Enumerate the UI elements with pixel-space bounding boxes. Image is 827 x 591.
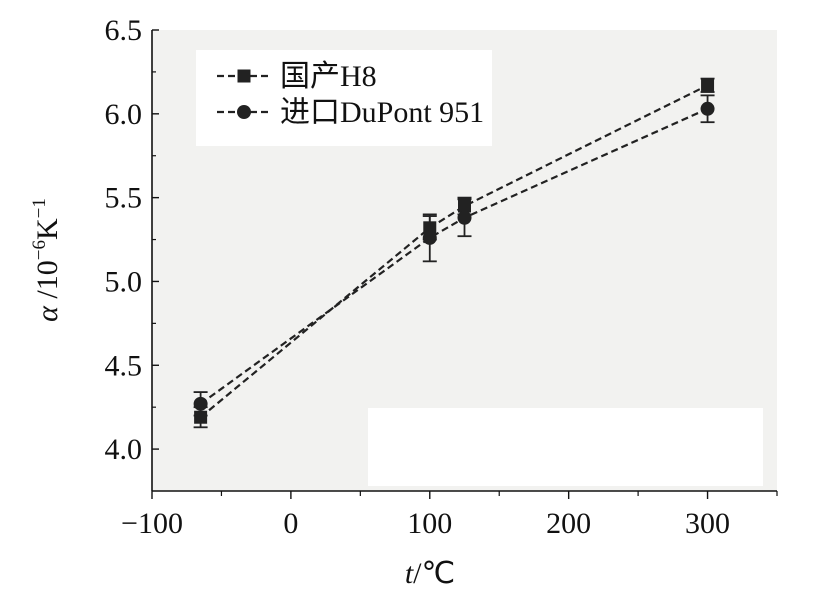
y-tick-label: 5.5 [105,182,143,215]
y-tick-label: 5.0 [105,265,143,298]
y-tick-label: 6.0 [105,98,143,131]
series-2 [193,94,715,417]
y-axis-title: α /10−6K−1 [29,198,64,322]
blank-patch [368,408,763,486]
data-point-square [701,78,715,92]
legend-marker-circle [237,105,251,119]
x-tick-label: 300 [685,507,730,540]
series-line [199,84,709,419]
x-tick-label: 0 [283,507,298,540]
legend-label: 进口DuPont 951 [280,96,484,129]
y-tick-label: 4.0 [105,433,143,466]
legend-item: 进口DuPont 951 [217,96,484,129]
legend-item: 国产H8 [217,60,377,93]
x-tick-label: −100 [121,507,183,540]
data-point-circle [193,396,208,411]
data-point-circle [457,210,472,225]
legend-label: 国产H8 [280,60,377,93]
data-point-circle [700,101,715,116]
legend-marker-square [237,69,251,83]
x-tick-label: 100 [407,507,452,540]
series-line [199,107,709,405]
data-point-circle [422,230,437,245]
data-point-square [194,410,208,424]
legend-box [196,50,492,146]
x-tick-label: 200 [546,507,591,540]
y-tick-label: 6.5 [105,14,143,47]
x-axis-title: t/℃ [405,557,455,590]
y-tick-label: 4.5 [105,349,143,382]
